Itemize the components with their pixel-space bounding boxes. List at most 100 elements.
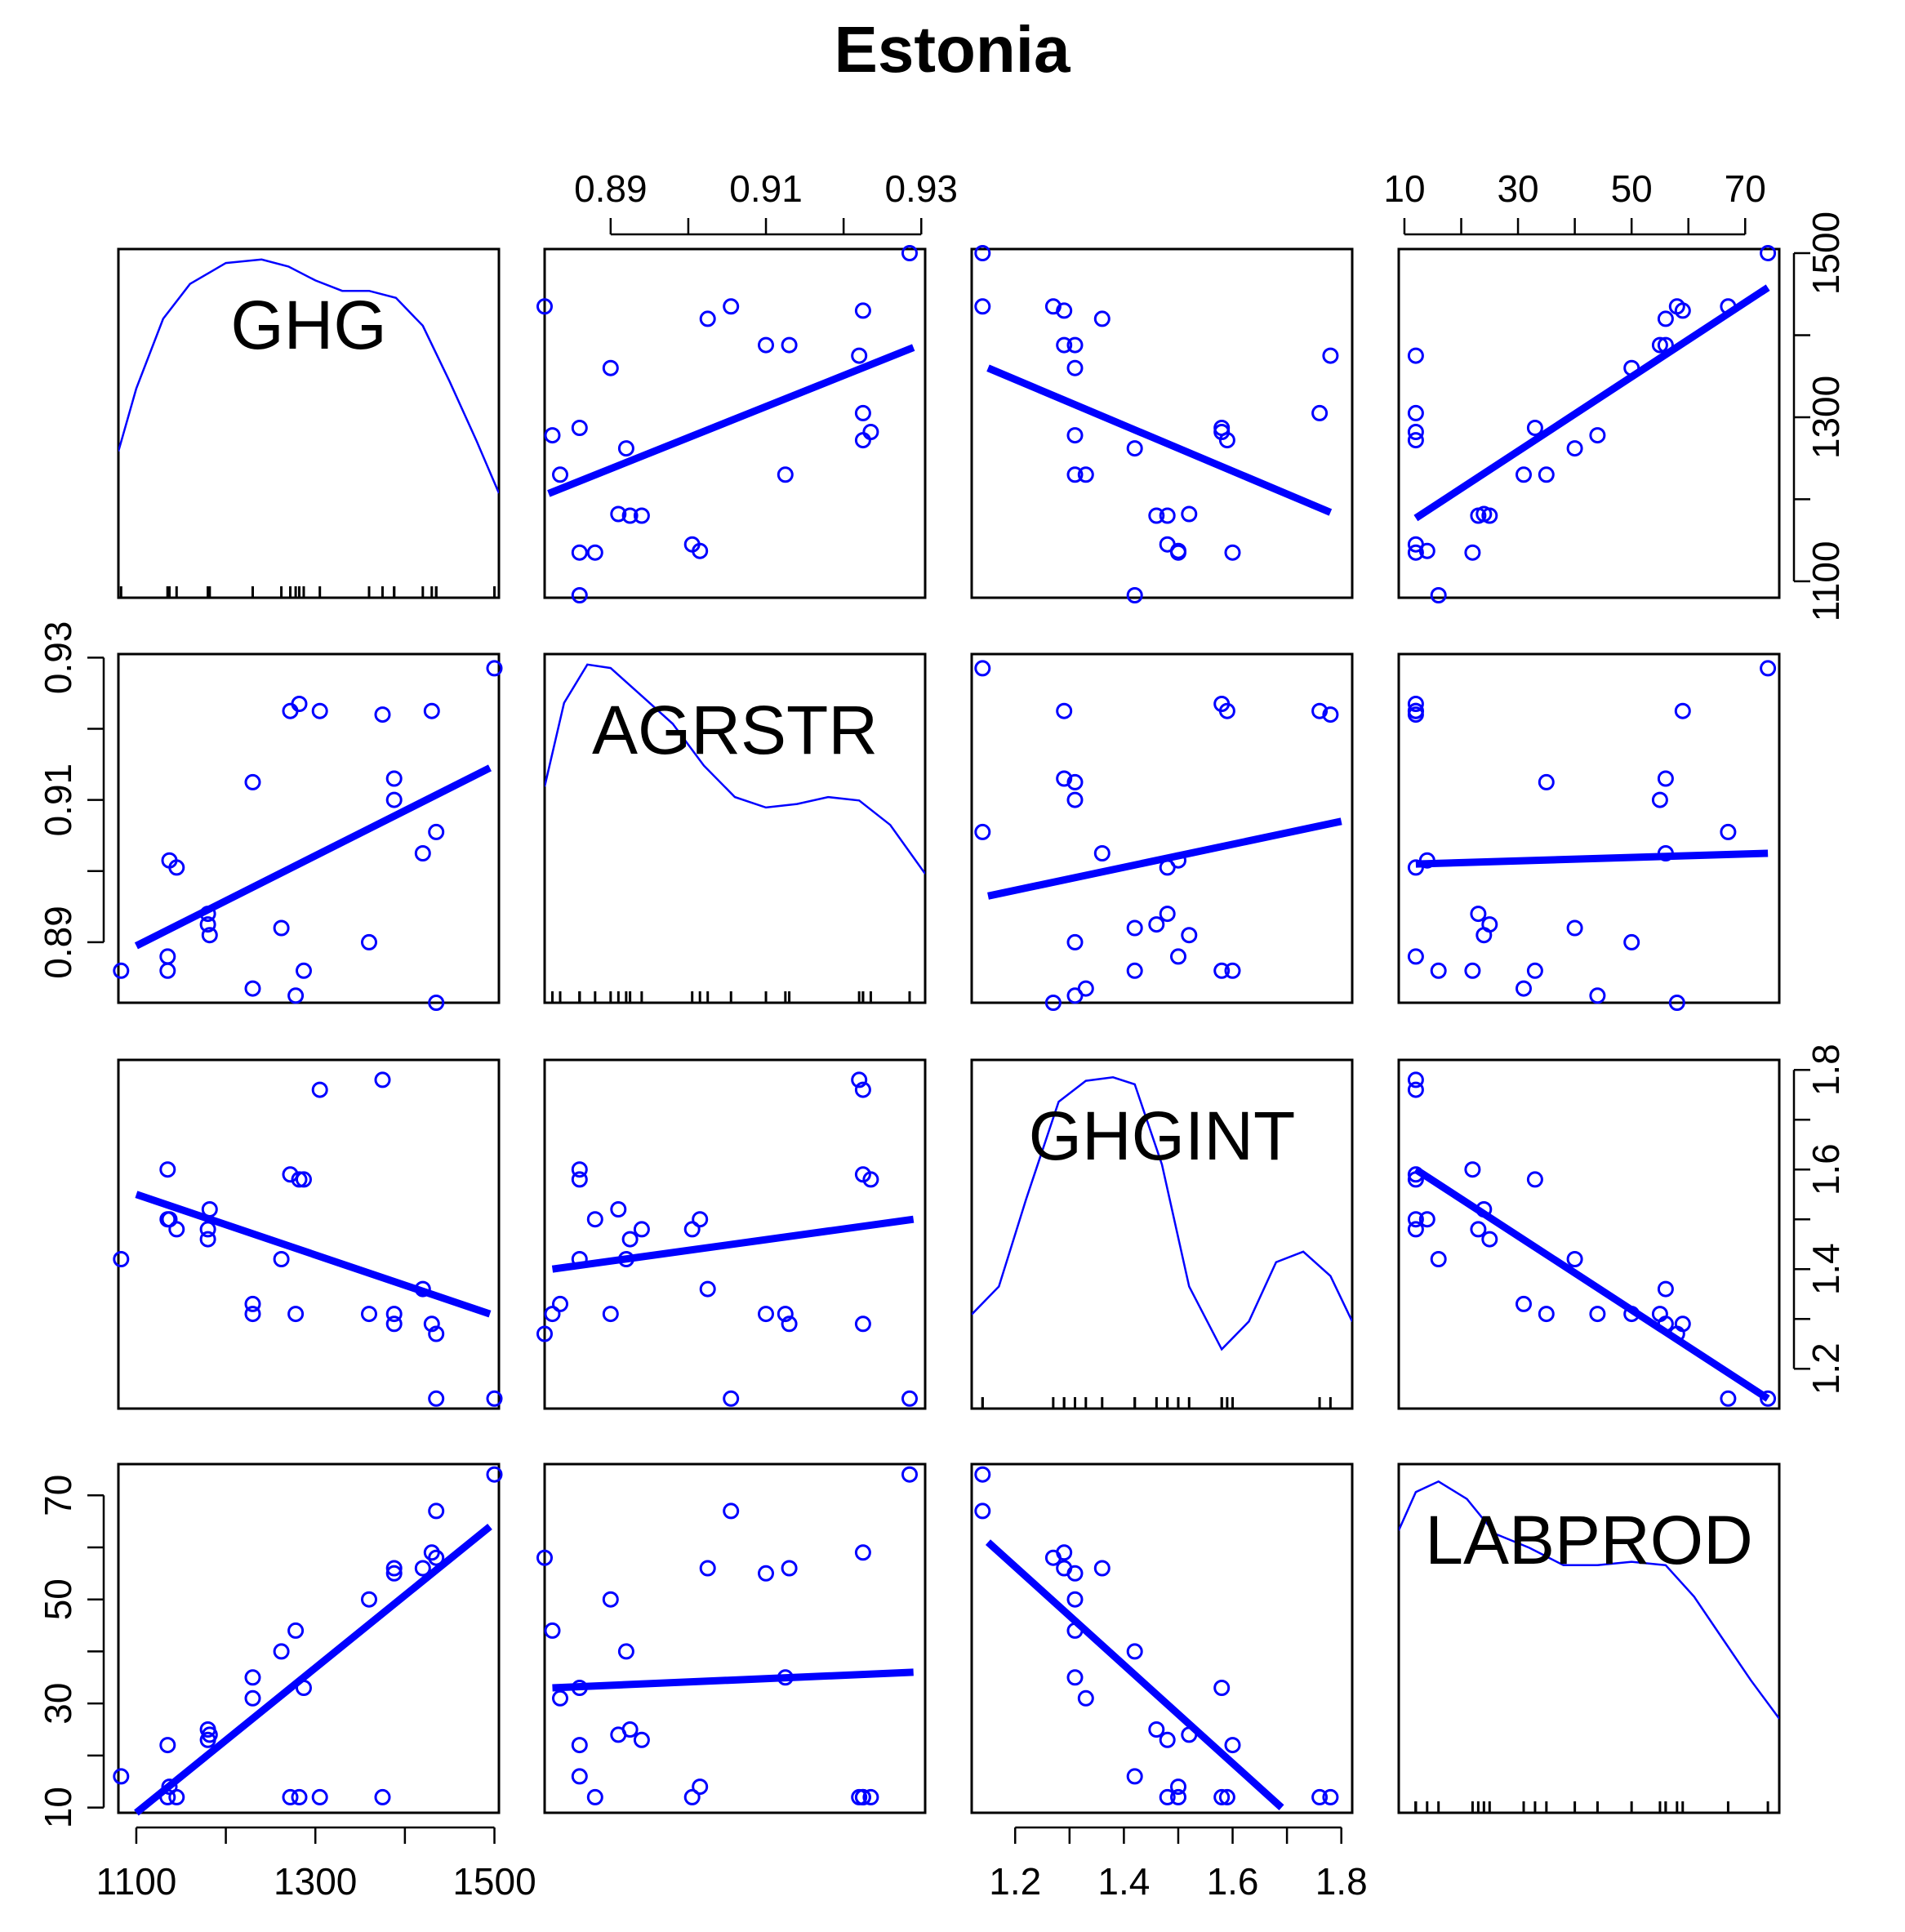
- point-labprod-agrstr-24: [571, 1768, 588, 1785]
- right-tick-label-ghg-1: 1300: [1805, 376, 1847, 459]
- point-agrstr-labprod-11: [1407, 696, 1424, 712]
- panel-frame: [543, 1058, 927, 1410]
- point-agrstr-ghgint-10: [1213, 962, 1231, 979]
- point-ghgint-agrstr-17: [610, 1201, 627, 1218]
- point-labprod-ghgint-22: [1224, 1737, 1241, 1754]
- point-ghgint-labprod-24: [1430, 1251, 1447, 1267]
- right-axis-ghgint: 1.2 1.4 1.6 1.8: [1792, 1044, 1847, 1395]
- point-agrstr-ghgint-18: [1159, 906, 1176, 923]
- point-ghgint-agrstr-2: [536, 1325, 553, 1342]
- point-ghg-ghgint-1: [974, 298, 991, 315]
- point-ghgint-agrstr-23: [586, 1211, 603, 1228]
- point-agrstr-ghgint-0: [974, 660, 991, 677]
- fit-line-agrstr-ghg: [134, 764, 492, 950]
- panel-frame: [117, 652, 501, 1004]
- point-ghgint-labprod-12: [1589, 1306, 1606, 1323]
- point-agrstr-ghgint-24: [1126, 962, 1143, 979]
- point-agrstr-ghg-21: [161, 852, 178, 869]
- point-labprod-ghgint-3: [1056, 1544, 1073, 1561]
- point-ghg-ghgint-3: [1056, 302, 1073, 319]
- panel-frame: [970, 247, 1354, 599]
- point-ghg-agrstr-6: [781, 336, 798, 354]
- top-tick-label-agrstr-1: 0.91: [729, 167, 803, 210]
- point-agrstr-ghg-6: [385, 770, 403, 787]
- point-agrstr-labprod-19: [1481, 916, 1498, 933]
- diag-panel-ghgint: GHGINT: [970, 1058, 1354, 1410]
- point-ghg-ghgint-11: [1213, 424, 1231, 440]
- point-ghg-agrstr-7: [851, 347, 868, 364]
- panel-frame: [970, 1058, 1354, 1410]
- point-agrstr-labprod-2: [1668, 995, 1685, 1011]
- point-agrstr-ghgint-2: [1044, 995, 1062, 1011]
- point-labprod-agrstr-13: [854, 1788, 871, 1805]
- point-agrstr-ghg-3: [423, 702, 440, 719]
- point-ghg-agrstr-19: [621, 507, 639, 524]
- point-agrstr-ghgint-9: [1311, 702, 1329, 719]
- left-tick-label-agrstr-2: 0.93: [37, 621, 79, 695]
- point-ghgint-ghg-7: [374, 1071, 391, 1088]
- point-labprod-agrstr-1: [723, 1502, 740, 1520]
- point-ghgint-agrstr-18: [633, 1221, 650, 1238]
- top-tick-label-labprod-0: 10: [1383, 167, 1425, 210]
- point-agrstr-ghgint-4: [1093, 845, 1111, 861]
- point-labprod-ghgint-19: [1148, 1721, 1165, 1738]
- point-ghgint-ghg-3: [423, 1315, 440, 1333]
- point-ghgint-ghg-2: [428, 1325, 445, 1342]
- point-labprod-ghg-21: [161, 1778, 178, 1796]
- point-ghgint-agrstr-16: [552, 1295, 568, 1312]
- point-agrstr-labprod-10: [1526, 962, 1543, 979]
- top-tick-label-agrstr-2: 0.93: [884, 167, 958, 210]
- point-ghg-ghgint-18: [1159, 507, 1176, 524]
- bottom-axis-ghgint: 1.2 1.4 1.6 1.8: [989, 1826, 1368, 1903]
- point-ghg-agrstr-0: [901, 245, 918, 261]
- point-ghgint-labprod-4: [1657, 1280, 1674, 1298]
- point-ghg-ghgint-14: [1126, 440, 1143, 457]
- point-labprod-ghg-3: [423, 1544, 440, 1561]
- point-ghg-agrstr-4: [699, 310, 716, 327]
- diag-panel-labprod: LABPROD: [1397, 1462, 1781, 1814]
- point-ghg-ghgint-19: [1148, 507, 1165, 524]
- point-labprod-ghg-9: [311, 1788, 328, 1805]
- point-ghgint-agrstr-21: [692, 1211, 709, 1228]
- point-ghgint-agrstr-12: [544, 1306, 561, 1323]
- point-agrstr-ghg-15: [244, 773, 261, 790]
- point-labprod-agrstr-18: [633, 1731, 650, 1748]
- point-labprod-agrstr-4: [699, 1560, 716, 1577]
- point-labprod-ghgint-14: [1126, 1643, 1143, 1660]
- point-labprod-ghgint-8: [1066, 1591, 1084, 1608]
- point-agrstr-ghg-19: [199, 916, 216, 933]
- point-labprod-ghgint-13: [1218, 1788, 1235, 1805]
- right-tick-label-ghgint-1: 1.4: [1805, 1243, 1847, 1295]
- point-ghgint-ghg-0: [486, 1390, 503, 1407]
- point-labprod-ghg-15: [244, 1669, 261, 1686]
- bottom-tick-label-ghg-1: 1300: [274, 1860, 357, 1903]
- point-ghg-agrstr-3: [854, 302, 871, 319]
- point-labprod-ghgint-10: [1213, 1680, 1231, 1696]
- point-agrstr-ghg-13: [282, 702, 299, 719]
- point-ghgint-ghg-19: [199, 1231, 216, 1248]
- point-ghgint-labprod-19: [1481, 1231, 1498, 1248]
- point-labprod-ghgint-24: [1126, 1768, 1143, 1785]
- left-tick-label-labprod-0: 10: [37, 1787, 79, 1828]
- point-ghg-agrstr-24: [571, 587, 588, 603]
- diag-panel-ghg: GHG: [117, 247, 501, 599]
- panel-labprod-vs-agrstr: [536, 1462, 927, 1814]
- panel-agrstr-vs-ghgint: [970, 652, 1354, 1011]
- point-labprod-agrstr-23: [586, 1788, 603, 1805]
- point-labprod-agrstr-3: [854, 1544, 871, 1561]
- point-agrstr-ghgint-17: [1181, 927, 1198, 944]
- point-ghgint-labprod-15: [1538, 1306, 1555, 1323]
- point-ghgint-labprod-10: [1526, 1171, 1543, 1188]
- point-ghgint-labprod-22: [1464, 1161, 1481, 1178]
- point-ghg-labprod-11: [1407, 424, 1424, 440]
- point-ghgint-agrstr-8: [602, 1306, 619, 1323]
- panel-frame: [970, 1462, 1354, 1814]
- point-labprod-ghgint-18: [1159, 1731, 1176, 1748]
- bottom-tick-label-ghgint-3: 1.8: [1315, 1860, 1368, 1903]
- point-labprod-ghg-16: [244, 1689, 261, 1707]
- point-ghg-agrstr-1: [723, 298, 740, 315]
- panel-ghgint-vs-ghg: [113, 1058, 503, 1410]
- point-ghgint-agrstr-6: [781, 1315, 798, 1333]
- point-ghg-labprod-24: [1430, 587, 1447, 603]
- point-ghgint-ghg-15: [244, 1306, 261, 1323]
